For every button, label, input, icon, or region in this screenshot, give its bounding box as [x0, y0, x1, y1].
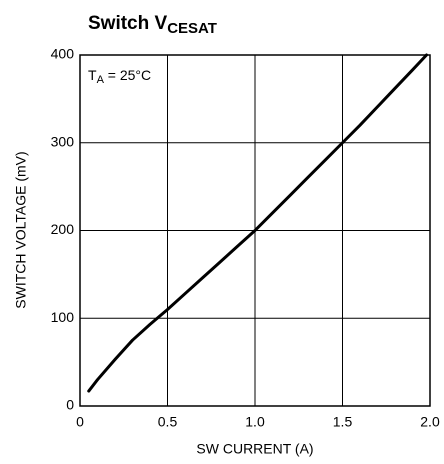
plot-frame [79, 54, 431, 407]
annotation-rest: = 25°C [104, 67, 151, 83]
y-tick-label: 200 [51, 221, 75, 237]
y-tick-label: 0 [66, 397, 74, 413]
x-tick-label: 1.0 [245, 414, 265, 430]
data-line [87, 53, 428, 393]
title-main: Switch V [88, 13, 168, 34]
y-axis-label: SWITCH VOLTAGE (mV) [13, 151, 29, 308]
y-tick-label: 300 [51, 133, 75, 149]
x-tick-label: 2.0 [420, 414, 440, 430]
y-tick-label: 400 [51, 46, 75, 62]
title-subscript: CESAT [167, 20, 217, 37]
x-tick-label: 0 [76, 414, 84, 430]
y-tick-label: 100 [51, 309, 75, 325]
x-tick-label: 0.5 [158, 414, 178, 430]
annotation: TA = 25°C [88, 67, 151, 86]
x-axis-label: SW CURRENT (A) [196, 441, 313, 457]
annotation-text: T [88, 67, 97, 83]
chart-title: Switch VCESAT [88, 13, 217, 37]
x-tick-label: 1.5 [333, 414, 353, 430]
annotation-subscript: A [97, 74, 105, 86]
